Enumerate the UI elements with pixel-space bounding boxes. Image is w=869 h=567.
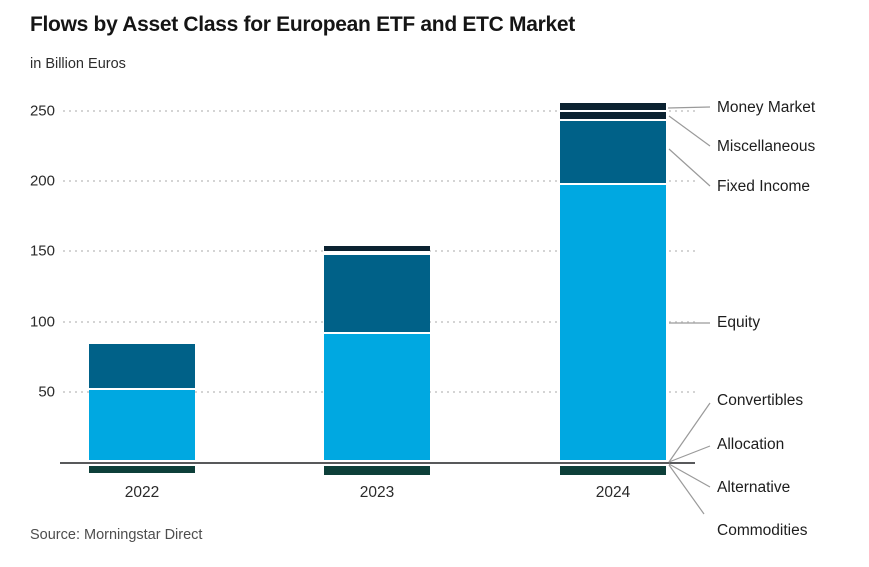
y-axis-tick-200: 200: [29, 172, 55, 190]
bar-segment-equity-2023: [324, 334, 430, 462]
y-axis-tick-250: 250: [29, 102, 55, 120]
source-note: Source: Morningstar Direct: [30, 527, 203, 543]
bar-segment-negative-2023: [324, 466, 430, 475]
callout-label-equity: Equity: [717, 314, 761, 331]
leader-line-alternative: [668, 463, 711, 488]
gridline-200: [63, 180, 697, 183]
bar-segment-fixed-income-2024: [560, 120, 666, 186]
x-axis-line: [60, 462, 695, 464]
leader-line-miscellaneous: [668, 115, 711, 147]
bar-segment-fixed-income-2022: [89, 344, 195, 391]
callout-label-commodities: Commodities: [717, 522, 808, 539]
y-axis-tick-50: 50: [38, 383, 55, 401]
bar-segment-negative-2022: [89, 466, 195, 474]
leader-line-allocation: [668, 445, 711, 463]
y-axis-tick-100: 100: [29, 313, 55, 331]
leader-line-convertibles: [668, 402, 711, 463]
callout-label-convertibles: Convertibles: [717, 392, 804, 409]
bar-segment-money-market-2024: [560, 102, 666, 113]
gridline-250: [63, 110, 697, 112]
leader-line-commodities: [668, 464, 705, 515]
leader-line-money-market: [667, 106, 711, 109]
y-axis-tick-150: 150: [29, 242, 55, 260]
callout-label-miscellaneous: Miscellaneous: [717, 138, 816, 155]
bar-segment-miscellaneous-2024: [560, 112, 666, 121]
x-axis-label-2022: 2022: [124, 484, 160, 501]
bar-segment-negative-2024: [560, 466, 666, 475]
callout-label-alternative: Alternative: [717, 479, 791, 496]
bar-segment-equity-2024: [560, 185, 666, 462]
callout-label-fixed-income: Fixed Income: [717, 178, 811, 195]
x-axis-label-2023: 2023: [359, 484, 395, 501]
bar-segment-miscellaneous-2023: [324, 252, 430, 255]
callout-label-allocation: Allocation: [717, 436, 785, 453]
callout-label-money-market: Money Market: [717, 99, 816, 116]
chart-subtitle: in Billion Euros: [30, 56, 126, 72]
bar-segment-money-market-2023: [324, 245, 430, 253]
bar-segment-fixed-income-2023: [324, 254, 430, 335]
x-axis-label-2024: 2024: [595, 484, 631, 501]
bar-segment-equity-2022: [89, 390, 195, 462]
chart-title: Flows by Asset Class for European ETF an…: [30, 13, 575, 36]
